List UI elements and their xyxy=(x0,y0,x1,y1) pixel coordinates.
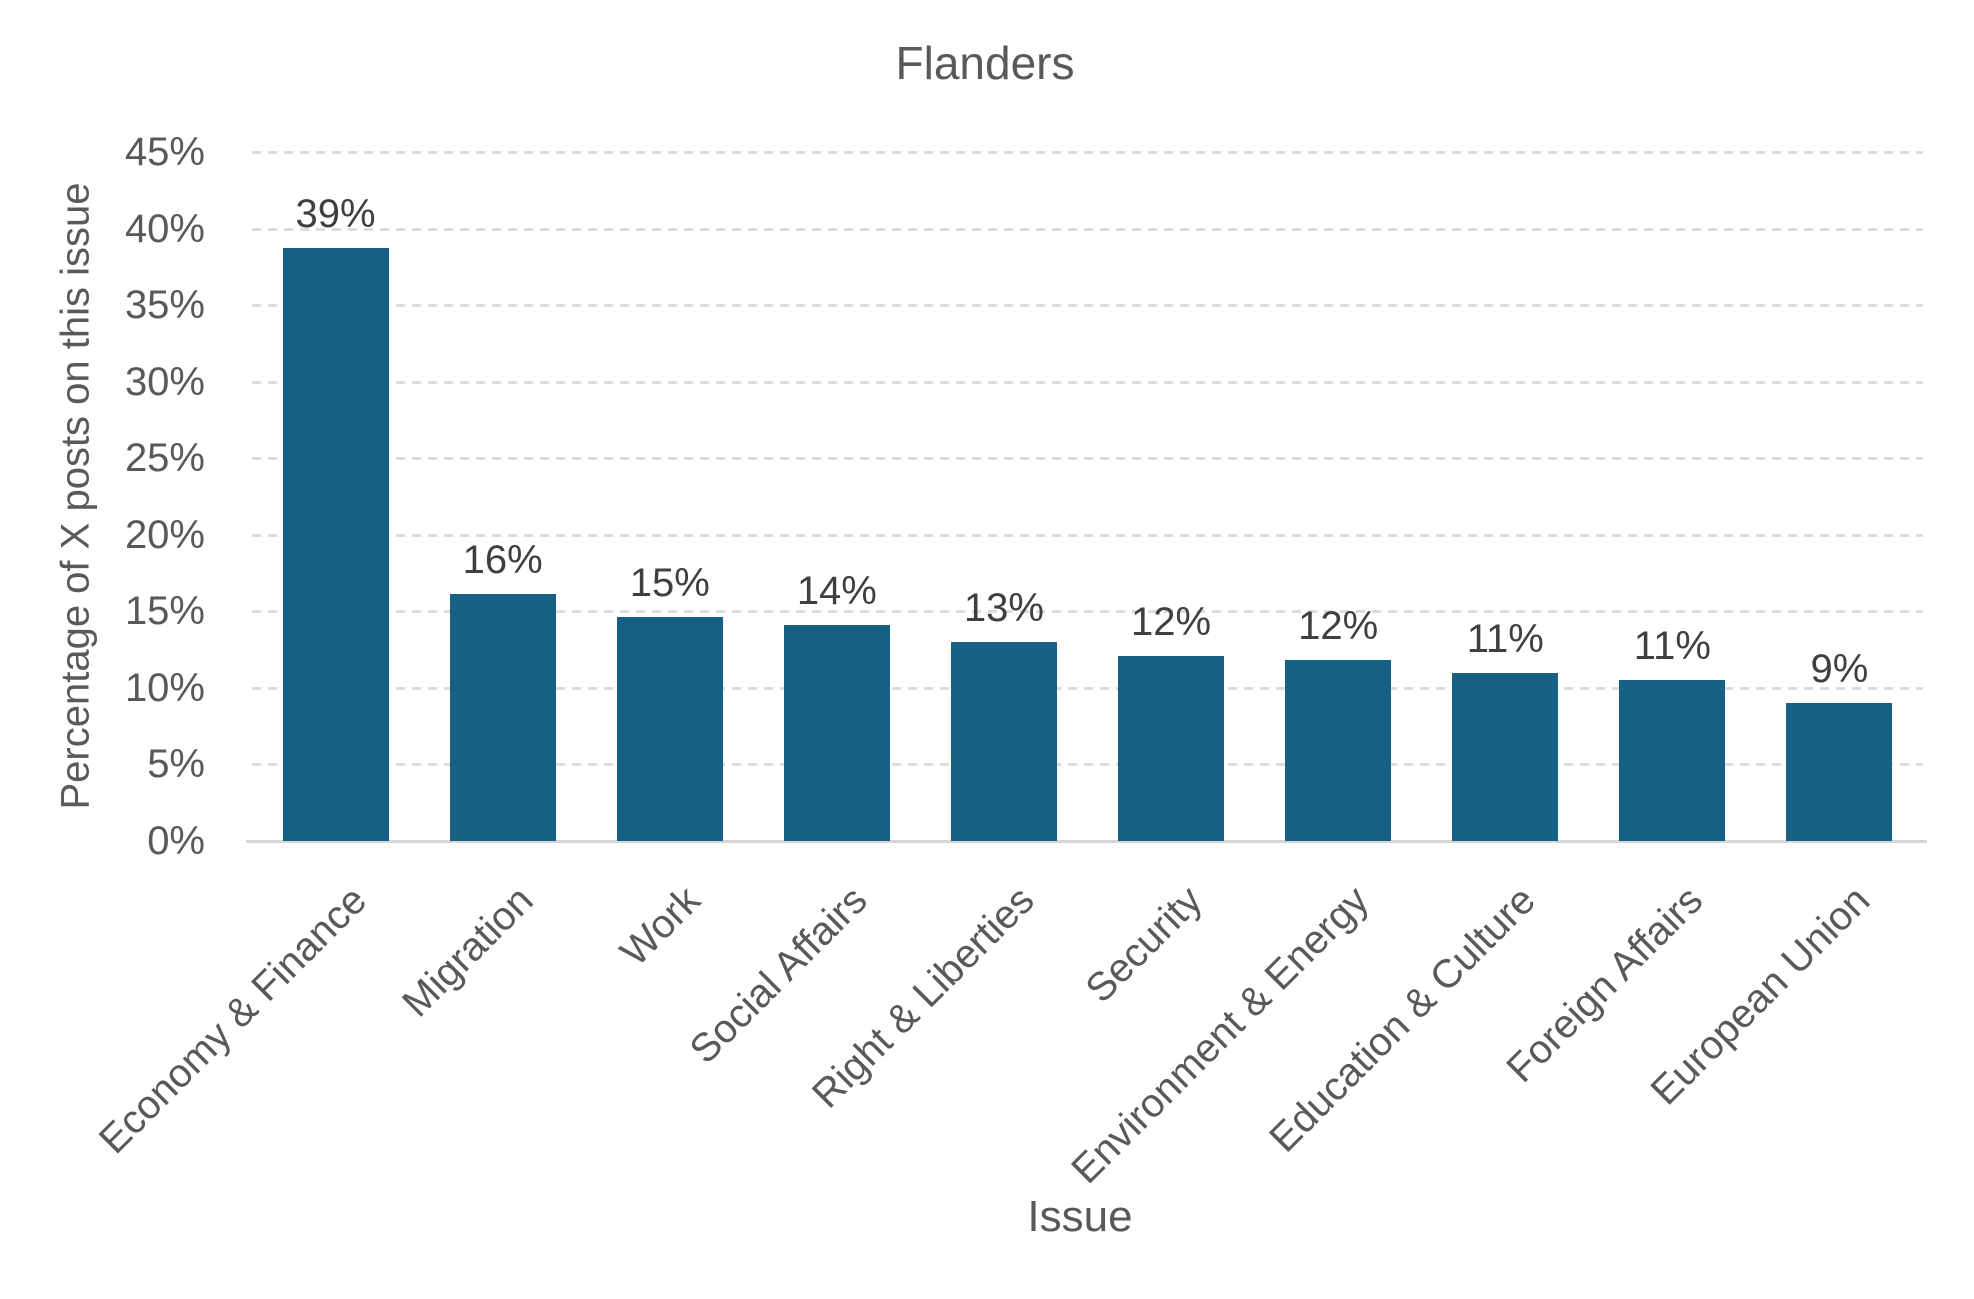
y-tick-label: 5% xyxy=(147,742,205,787)
bar xyxy=(1786,703,1893,841)
bar xyxy=(783,625,890,841)
x-axis-title: Issue xyxy=(1027,1192,1133,1241)
y-axis-title: Percentage of X posts on this issue xyxy=(53,182,98,810)
gridline xyxy=(252,151,1923,154)
gridline xyxy=(252,457,1923,461)
bar xyxy=(1285,660,1392,841)
x-tick-label: Migration xyxy=(394,878,542,1026)
bar xyxy=(1452,672,1559,841)
y-tick-label: 30% xyxy=(124,359,205,404)
bar-value-label: 11% xyxy=(1466,616,1544,661)
y-tick-label: 0% xyxy=(147,819,205,863)
y-tick-label: 45% xyxy=(124,130,205,174)
y-tick-label: 35% xyxy=(124,283,205,328)
y-tick-label: 25% xyxy=(124,436,205,481)
bar-value-label: 15% xyxy=(629,561,710,606)
bar xyxy=(1619,680,1726,841)
bar xyxy=(449,594,556,841)
y-tick-label: 10% xyxy=(124,665,205,710)
gridline xyxy=(252,380,1923,384)
x-tick-label: Environment & Energy xyxy=(1063,878,1378,1193)
bar-value-label: 9% xyxy=(1810,647,1869,692)
x-tick-label: Security xyxy=(1076,878,1211,1012)
bar-value-label: 12% xyxy=(1131,599,1212,644)
gridline xyxy=(252,686,1923,690)
gridline xyxy=(252,763,1923,767)
bar xyxy=(616,617,723,841)
y-tick-label: 20% xyxy=(124,512,205,557)
gridline xyxy=(252,304,1923,308)
bar-value-label: 39% xyxy=(295,192,376,237)
chart-title: Flanders xyxy=(895,37,1075,89)
y-tick-label: 40% xyxy=(124,206,205,251)
bar xyxy=(282,248,389,841)
gridline xyxy=(252,227,1923,231)
bar-value-label: 14% xyxy=(796,569,877,614)
bar xyxy=(1118,655,1225,841)
bar-value-label: 13% xyxy=(963,585,1044,630)
gridline xyxy=(252,533,1923,537)
x-tick-label: Work xyxy=(612,878,709,975)
x-axis-line xyxy=(246,840,1927,843)
bar-value-label: 16% xyxy=(462,538,543,583)
y-tick-label: 15% xyxy=(124,589,205,634)
bar xyxy=(950,641,1057,841)
gridline xyxy=(252,610,1923,614)
bar-value-label: 11% xyxy=(1633,624,1711,669)
bar-value-label: 12% xyxy=(1298,604,1379,649)
x-tick-label: Economy & Finance xyxy=(90,878,375,1163)
